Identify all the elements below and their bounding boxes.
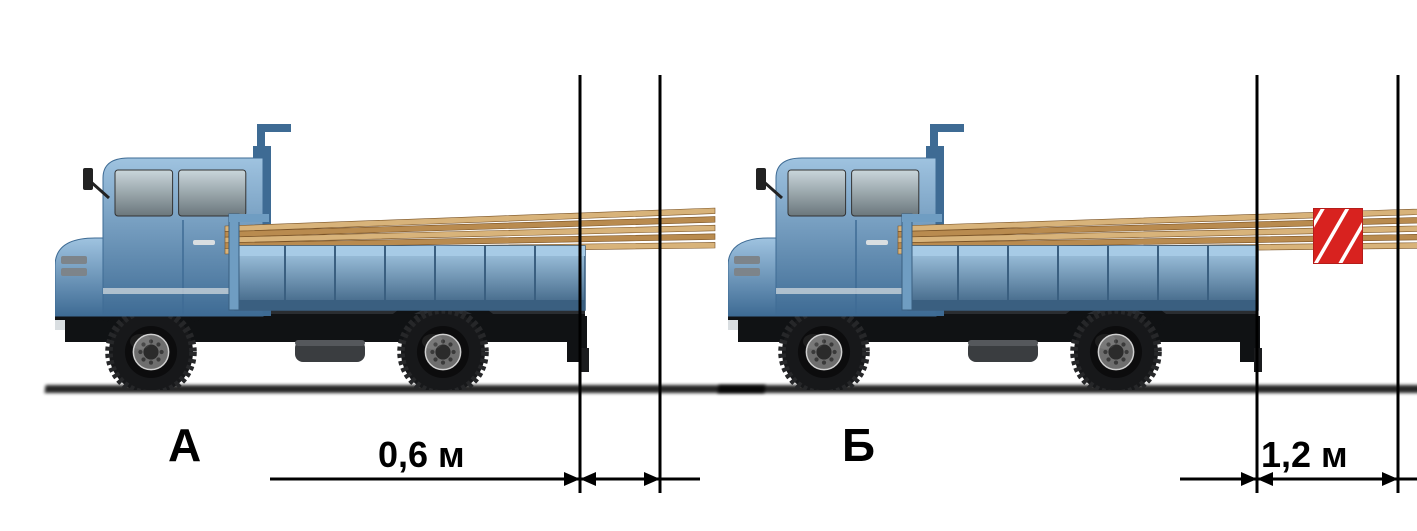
oversize-load-flag	[1313, 208, 1363, 269]
panel-A: А 0,6 м	[0, 0, 700, 531]
panel-label-B: Б	[842, 418, 875, 472]
overhang-dimension-A: 0,6 м	[378, 434, 465, 476]
panel-B: Б 1,2 м	[700, 0, 1417, 531]
panel-label-A: А	[168, 418, 201, 472]
overhang-dimension-B: 1,2 м	[1261, 434, 1348, 476]
truck-A	[55, 100, 735, 395]
